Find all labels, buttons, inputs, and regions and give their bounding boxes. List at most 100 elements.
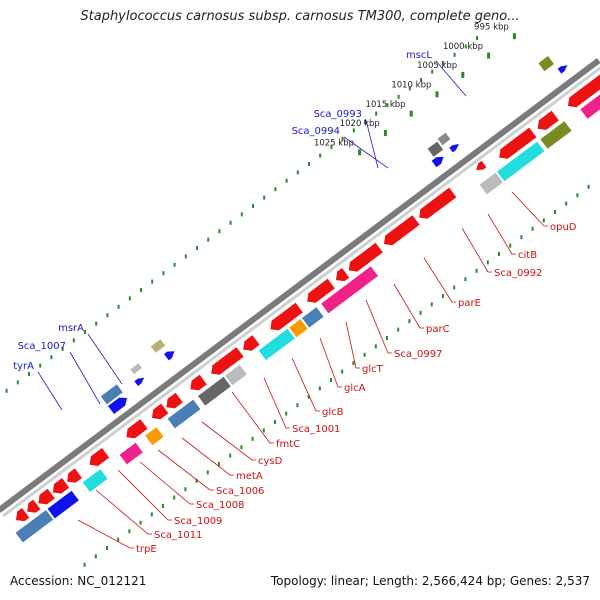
gc-dot [5,388,8,393]
gc-dot [196,246,198,250]
plus-gene-label: msrA [58,323,84,334]
minus-label-leader [365,299,392,354]
minus-gene-label: parC [426,324,450,335]
gc-dot [318,386,321,391]
cds-arrow [190,374,207,391]
tick-mark [512,33,516,40]
minus-label-leader [95,489,152,535]
cds-arrow [89,448,110,466]
gc-dot [475,268,478,273]
gc-dot [431,69,434,74]
gc-dot [285,178,288,183]
cds-arrow [419,187,457,219]
gc-dot [565,201,568,206]
plus-gene-label: mscL [406,50,432,61]
cds-arrow [152,403,169,420]
cog-bar [258,328,295,360]
gc-dot [39,363,42,368]
gc-dot [375,111,378,116]
gc-dot [150,512,153,517]
minus-gene-label: parE [458,298,481,309]
gc-dot [117,537,120,542]
gc-dot [206,470,209,475]
plus-label-leader [69,351,101,405]
plus-strand-cds [164,351,175,361]
gc-dot [520,235,523,240]
gc-dot [498,252,500,256]
gc-dot [16,380,19,385]
scale-ticks: 995 kbp 1000 kbp 1005 kbp 1010 kbp 1015 kbp 1… [314,22,516,156]
gc-dot [386,103,389,108]
gc-dot [195,478,198,483]
minus-gene-label: fmtC [276,439,300,450]
gc-dot [173,262,176,267]
cog-bar [479,172,503,195]
minus-label-leader [393,283,424,329]
plus-strand-cds [108,397,127,414]
minus-label-leader [423,257,456,303]
gc-dot [251,436,254,441]
gc-dot [207,237,210,242]
gc-dot [352,128,355,133]
cog-bar [145,427,164,446]
gc-dot [442,61,445,66]
gc-dot [352,361,355,366]
gc-dot [531,226,534,231]
gc-dot [341,136,344,141]
tick-mark [383,130,387,136]
gc-dot [296,170,299,175]
minus-label-leader [201,421,256,461]
gc-dot [442,294,444,298]
genome-backbone [0,58,600,518]
cog-bar [497,141,545,182]
gc-dot [94,554,97,559]
gc-dot [330,145,333,150]
cds-arrow [336,268,350,282]
minus-gene-label: glcT [362,364,384,375]
minus-gene-label: Sca_0997 [394,349,442,360]
gc-dot [576,193,579,198]
minus-label-leader [139,461,194,505]
backbone-shadow [2,66,600,518]
gc-dot [128,296,131,301]
cog-bar [47,490,79,519]
cds-arrow [243,335,260,351]
cog-bar [225,364,247,386]
gc-dot [50,355,53,360]
minus-label-leader [461,227,492,273]
accession-text: Accession: NC_012121 [10,574,147,588]
cog-bar [15,510,54,543]
gc-dot [106,546,108,550]
plus-label-leader [435,60,467,97]
gc-dot [430,302,433,307]
cog-bar [580,94,600,119]
cds-arrow [476,160,487,170]
gc-dot [128,529,131,534]
gc-dot [363,352,366,357]
gc-dot [262,428,265,433]
minus-gene-label: Sca_1001 [292,424,340,435]
gc-dot [464,44,467,49]
gc-dot [509,243,512,248]
cog-bar [82,469,108,492]
cds-arrow [307,278,335,303]
gc-dot [83,562,86,567]
gc-dot [229,453,232,458]
minus-label-leader [77,519,134,549]
cog-bar [167,399,201,429]
cds-arrow [16,508,30,522]
minus-gene-label: Sca_1011 [154,530,202,541]
minus-gene-label: glcB [322,407,344,418]
gc-dot [151,279,154,284]
tick-mark [358,149,362,156]
tick-label: 1025 kbp [314,139,354,149]
gc-dot [464,277,467,282]
minus-gene-label: Sca_1009 [174,516,222,527]
plus-gene-label: tyrA [13,361,34,372]
tick-label: 1010 kbp [391,81,431,91]
tick-label: 1005 kbp [417,61,457,71]
cog-bar [119,442,143,465]
plus-label-leader [87,333,123,385]
minus-gene-label: cysD [258,456,283,467]
